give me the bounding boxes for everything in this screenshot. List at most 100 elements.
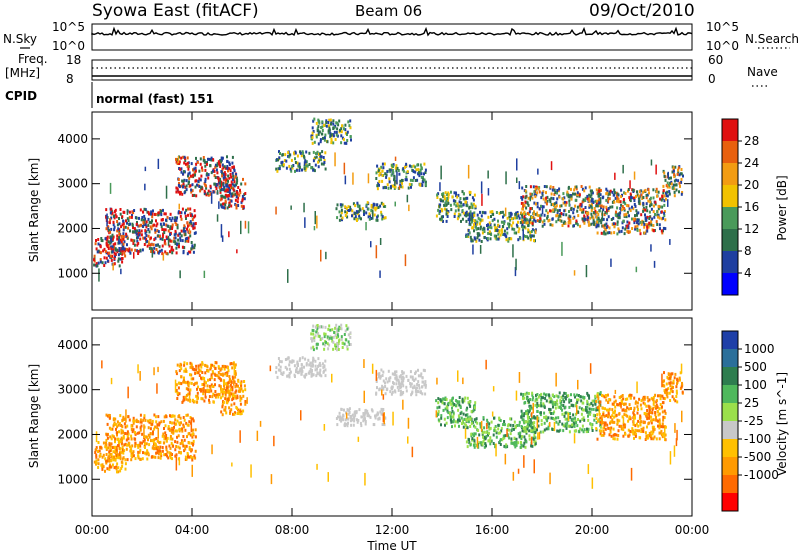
range-gate-cell	[155, 420, 157, 423]
cpid-value: normal (fast) 151	[96, 92, 214, 106]
range-gate-cell	[574, 193, 576, 196]
range-gate-cell	[230, 176, 232, 179]
range-gate-cell	[196, 401, 198, 404]
range-gate-cell	[206, 163, 208, 166]
range-gate-cell	[304, 358, 306, 361]
range-gate-cell	[535, 187, 537, 190]
range-gate-cell	[507, 217, 509, 220]
range-gate-cell	[481, 214, 483, 217]
range-gate-cell	[237, 200, 239, 203]
range-gate-cell	[321, 120, 323, 123]
range-gate-cell	[290, 168, 292, 171]
range-gate-cell	[470, 433, 472, 436]
range-gate-cell	[460, 406, 462, 409]
range-gate-cell	[319, 131, 321, 134]
range-gate-cell	[563, 220, 565, 223]
range-gate-cell	[321, 150, 323, 153]
range-gate-cell	[527, 423, 529, 426]
range-gate-cell	[525, 421, 527, 424]
range-gate-cell	[626, 224, 628, 227]
range-gate-cell	[665, 179, 667, 182]
range-gate-cell	[300, 373, 302, 376]
range-gate-cell	[540, 404, 542, 407]
range-gate-cell	[316, 122, 318, 125]
range-gate-cell	[645, 206, 647, 209]
range-gate-cell	[347, 131, 349, 134]
range-gate-cell	[339, 129, 341, 132]
colorbar-swatch	[722, 185, 738, 208]
range-gate-cell	[543, 219, 545, 222]
range-gate-cell	[455, 204, 457, 207]
range-gate-cell	[379, 271, 381, 278]
range-gate-cell	[137, 455, 139, 458]
range-gate-cell	[380, 211, 382, 214]
range-gate-cell	[192, 429, 194, 432]
range-gate-cell	[568, 224, 570, 227]
range-gate-cell	[541, 419, 543, 422]
range-gate-cell	[216, 171, 218, 174]
range-gate-cell	[312, 132, 314, 135]
range-gate-cell	[669, 239, 671, 245]
range-gate-cell	[628, 222, 630, 225]
range-gate-cell	[543, 416, 545, 419]
range-gate-cell	[516, 224, 518, 227]
range-gate-cell	[150, 243, 152, 246]
range-gate-cell	[123, 252, 125, 255]
range-gate-cell	[131, 248, 133, 251]
range-gate-cell	[198, 185, 200, 188]
range-gate-cell	[110, 255, 112, 258]
range-gate-cell	[179, 447, 181, 450]
range-gate-cell	[187, 168, 189, 171]
range-gate-cell	[542, 207, 544, 214]
range-gate-cell	[225, 184, 227, 187]
range-gate-cell	[342, 342, 344, 345]
range-gate-cell	[95, 448, 97, 451]
range-gate-cell	[506, 227, 508, 230]
range-gate-cell	[240, 183, 242, 186]
nave-tick-high: 60	[708, 53, 723, 67]
range-gate-cell	[223, 365, 225, 368]
range-gate-cell	[518, 230, 520, 233]
range-gate-cell	[678, 190, 680, 193]
range-gate-cell	[637, 219, 639, 222]
range-gate-cell	[388, 187, 390, 190]
range-gate-cell	[678, 166, 680, 169]
range-gate-cell	[108, 247, 110, 250]
range-gate-cell	[148, 443, 150, 446]
range-gate-cell	[149, 230, 151, 233]
range-gate-cell	[134, 431, 136, 434]
range-gate-cell	[539, 217, 541, 220]
range-gate-cell	[325, 168, 327, 171]
range-gate-cell	[559, 209, 561, 212]
range-gate-cell	[648, 222, 650, 225]
range-gate-cell	[663, 172, 665, 175]
range-gate-cell	[243, 205, 245, 208]
range-gate-cell	[284, 153, 286, 156]
range-gate-cell	[596, 200, 598, 203]
range-gate-cell	[546, 419, 548, 422]
range-gate-cell	[214, 383, 216, 386]
range-gate-cell	[136, 223, 138, 226]
range-gate-cell	[532, 426, 534, 429]
range-gate-cell	[629, 180, 631, 188]
range-gate-cell	[324, 134, 326, 137]
range-gate-cell	[636, 190, 638, 193]
range-gate-cell	[582, 402, 584, 405]
range-gate-cell	[336, 207, 338, 210]
range-gate-cell	[144, 439, 146, 442]
range-gate-cell	[198, 369, 200, 372]
range-gate-cell	[466, 419, 468, 422]
range-gate-cell	[283, 163, 285, 166]
range-gate-cell	[410, 370, 412, 373]
range-gate-cell	[590, 195, 592, 198]
range-gate-cell	[203, 400, 205, 403]
range-gate-cell	[367, 208, 369, 211]
range-gate-cell	[507, 222, 509, 225]
range-gate-cell	[552, 402, 554, 405]
range-gate-cell	[177, 392, 179, 395]
range-gate-cell	[141, 442, 143, 445]
range-gate-cell	[583, 215, 585, 218]
range-gate-cell	[446, 405, 448, 408]
range-gate-cell	[125, 462, 127, 465]
range-gate-cell	[420, 372, 422, 375]
